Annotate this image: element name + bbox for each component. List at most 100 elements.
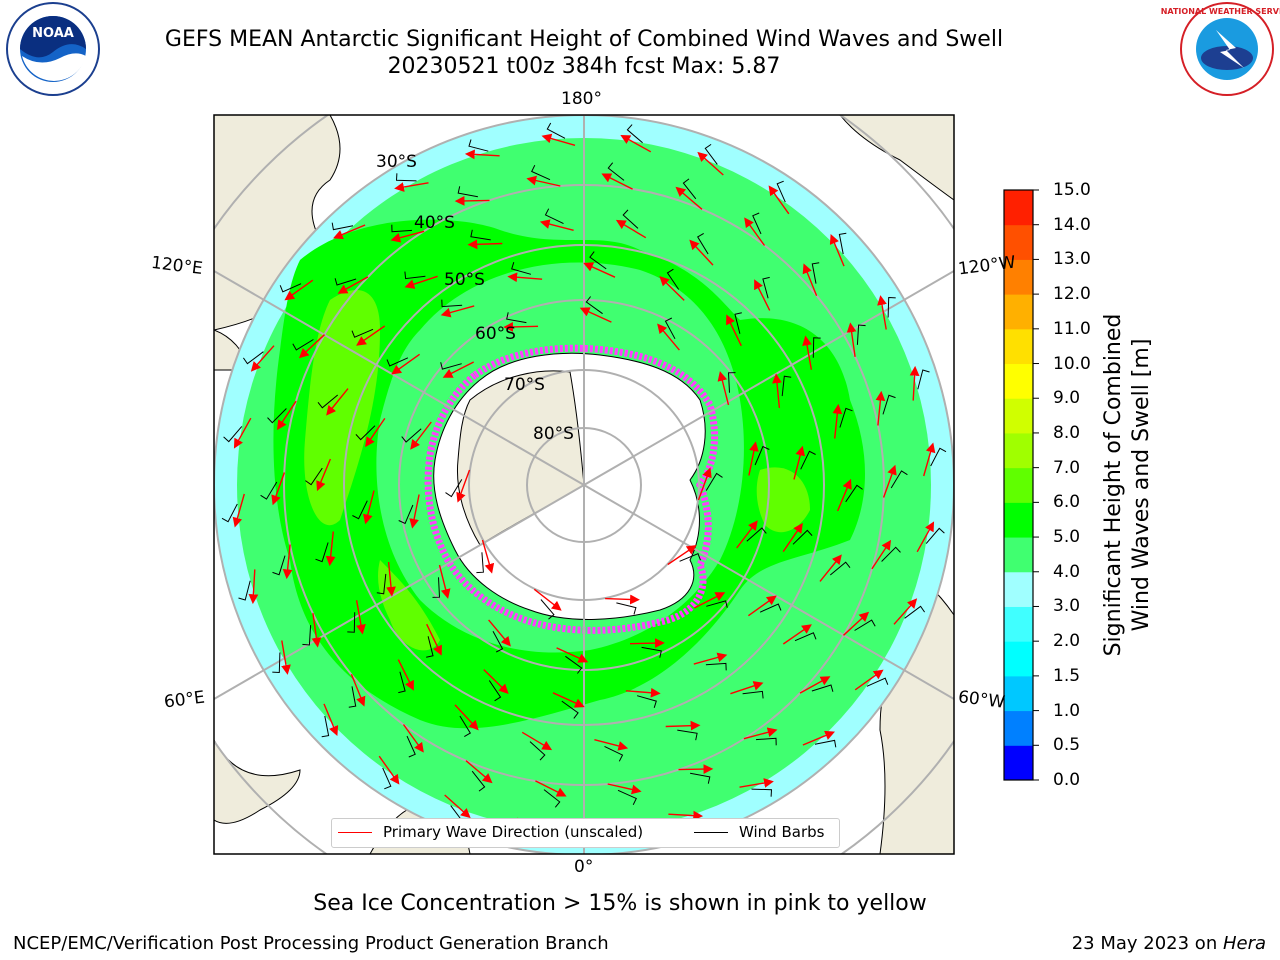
wave-direction-arrow	[535, 780, 567, 797]
wind-barb	[882, 394, 896, 415]
sea-ice-note: Sea Ice Concentration > 15% is shown in …	[313, 891, 927, 916]
chart-subtitle: 20230521 t00z 384h fcst Max: 5.87	[387, 54, 781, 79]
nws-logo: NATIONAL WEATHER SERVICE	[1161, 2, 1280, 96]
legend-swatch-wave	[338, 832, 372, 833]
wind-barb	[776, 180, 786, 203]
wave-direction-arrow	[802, 335, 813, 370]
wind-barb	[506, 312, 527, 324]
wave-direction-arrow	[552, 692, 585, 708]
wave-direction-arrow	[442, 361, 475, 378]
wind-barb	[622, 209, 639, 229]
wave-direction-arrow	[464, 149, 500, 160]
wave-direction-arrow	[739, 778, 774, 788]
wave-direction-arrow	[533, 588, 562, 611]
wave-direction-arrow	[579, 307, 612, 323]
wind-barb	[565, 655, 583, 674]
wind-barb	[814, 739, 837, 748]
wave-direction-arrow	[409, 494, 420, 529]
wave-direction-arrow	[556, 647, 589, 663]
wind-barb	[636, 695, 657, 708]
colorbar-segment	[1004, 710, 1033, 746]
wave-direction-arrow	[607, 783, 642, 795]
wind-barb	[511, 262, 532, 275]
wave-direction-arrow	[390, 230, 425, 243]
wave-direction-arrow	[832, 403, 843, 439]
colorbar-segment	[1004, 363, 1033, 399]
lat-label-50s: 50°S	[444, 270, 485, 290]
wind-barb	[706, 600, 728, 608]
colorbar-segment	[1004, 398, 1033, 434]
wave-direction-arrow	[503, 322, 539, 332]
wind-barb	[854, 619, 876, 631]
colorbar-segment	[1004, 606, 1033, 642]
wind-barb	[641, 646, 662, 658]
colorbar-tick-label: 1.5	[1053, 665, 1081, 686]
wind-barb	[260, 481, 278, 500]
wave-direction-arrow	[875, 390, 886, 426]
map-area	[214, 115, 954, 854]
wind-barb	[476, 552, 484, 574]
wave-direction-arrow	[877, 295, 887, 330]
wave-direction-arrow	[659, 276, 685, 301]
wave-direction-arrow	[467, 239, 503, 250]
wind-barb	[221, 503, 238, 523]
wind-barb	[540, 599, 555, 620]
colorbar-frame	[1003, 189, 1034, 781]
wave-direction-arrow	[465, 760, 493, 784]
wind-barb	[238, 580, 251, 601]
wave-direction-arrow	[454, 196, 490, 206]
wave-direction-arrow	[350, 674, 366, 707]
wind-barb	[585, 296, 603, 315]
lat-label-30s: 30°S	[376, 152, 417, 172]
legend-label-wave: Primary Wave Direction (unscaled)	[383, 823, 644, 841]
wind-barb	[704, 143, 718, 165]
wave-direction-arrow	[333, 224, 366, 240]
wave-direction-arrow	[298, 334, 325, 359]
map-legend: Primary Wave Direction (unscaled) Wind B…	[331, 818, 840, 848]
wind-barb	[839, 407, 853, 428]
colorbar-segment	[1004, 537, 1033, 573]
wind-barb	[690, 772, 711, 784]
wave-direction-arrow	[271, 472, 286, 506]
wind-barb	[531, 164, 551, 181]
wave-direction-arrow	[356, 325, 386, 346]
wave-direction-arrow	[782, 522, 803, 552]
wind-barb	[391, 224, 413, 233]
wave-direction-arrow	[665, 720, 701, 731]
wave-direction-arrow	[693, 652, 728, 665]
wave-direction-arrow	[799, 676, 831, 694]
wind-barb	[445, 479, 463, 498]
wind-barb	[762, 276, 770, 299]
wave-direction-arrow	[539, 219, 574, 231]
wave-direction-arrow	[250, 345, 275, 372]
colorbar	[1003, 189, 1039, 781]
colorbar-tick-label: 5.0	[1053, 527, 1081, 548]
wave-direction-arrow	[726, 314, 742, 347]
noaa-logo: NOAA	[6, 2, 100, 96]
wave-direction-arrow	[601, 173, 633, 190]
wave-direction-arrow	[793, 445, 805, 480]
colorbar-tick-label: 0.5	[1053, 735, 1081, 756]
wind-barb	[845, 484, 863, 503]
wave-direction-arrow	[871, 539, 892, 570]
lat-label-60s: 60°S	[475, 324, 516, 344]
wind-barb	[432, 577, 441, 598]
graticule	[214, 115, 954, 854]
wind-barb	[401, 428, 422, 443]
wind-barb	[617, 789, 637, 806]
wind-barb	[887, 296, 896, 318]
wind-barb	[351, 328, 374, 338]
colorbar-tick-label: 4.0	[1053, 561, 1081, 582]
wave-direction-arrow	[402, 724, 424, 753]
wave-direction-arrow	[909, 365, 920, 401]
colorbar-segment	[1004, 190, 1033, 226]
wind-barb	[457, 186, 478, 198]
wave-direction-arrow	[394, 182, 429, 192]
wave-direction-arrow	[802, 263, 818, 296]
wind-barb	[347, 612, 356, 633]
wind-barb	[441, 299, 463, 308]
wind-barb	[792, 529, 813, 545]
wind-barb	[406, 735, 416, 758]
chart-title: GEFS MEAN Antarctic Significant Height o…	[164, 27, 1004, 52]
